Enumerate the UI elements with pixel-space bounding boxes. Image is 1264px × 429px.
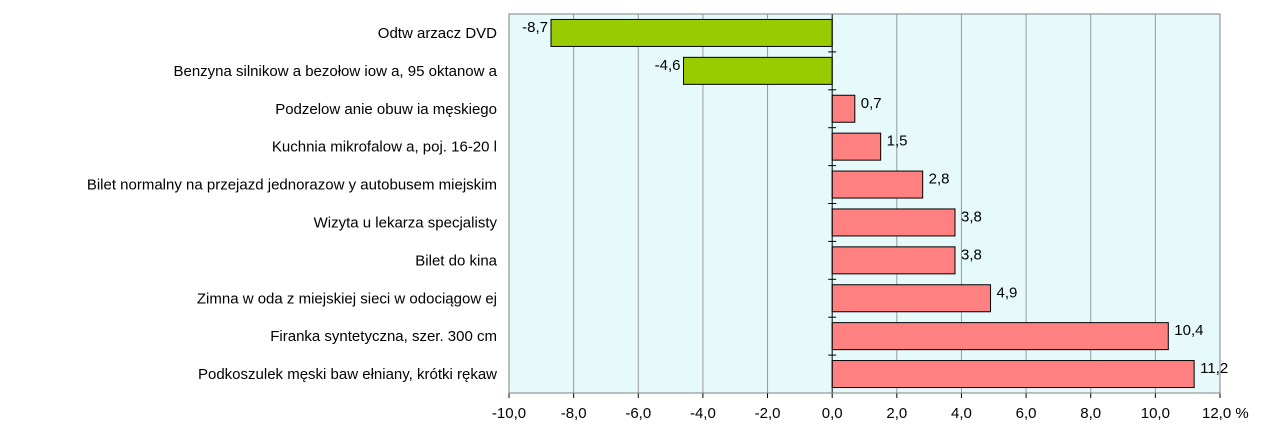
bar: [831, 170, 924, 199]
x-tick-label: -10,0: [492, 405, 526, 422]
data-label: 11,2: [1200, 360, 1228, 377]
bars: [550, 18, 1195, 389]
bar: [831, 94, 856, 123]
bar: [831, 322, 1169, 351]
category-label: Bilet do kina: [415, 252, 497, 269]
plot-border: [508, 13, 1221, 394]
bar: [831, 132, 882, 161]
category-label: Benzyna silnikow a bezołow iow a, 95 okt…: [173, 63, 497, 80]
x-tick-label: -8,0: [561, 405, 587, 422]
category-label: Zimna w oda z miejskiej sieci w odociągo…: [197, 290, 497, 307]
x-tick-label: 8,0: [1080, 405, 1101, 422]
bar: [550, 18, 833, 47]
data-label: 2,8: [929, 171, 950, 188]
category-label: Firanka syntetyczna, szer. 300 cm: [270, 328, 497, 345]
data-label: 4,9: [997, 284, 1018, 301]
bar: [831, 284, 992, 313]
category-label: Bilet normalny na przejazd jednorazow y …: [87, 177, 497, 194]
data-label: 10,4: [1174, 322, 1203, 339]
category-label: Podkoszulek męski baw ełniany, krótki rę…: [198, 366, 497, 383]
category-label: Kuchnia mikrofalow a, poj. 16-20 l: [272, 139, 497, 156]
x-tick-label: -2,0: [755, 405, 781, 422]
x-tick-labels: -10,0 -8,0 -6,0 -4,0 -2,0 0,0 2,0 4,0 6,0 8,0 10,0…: [492, 405, 1249, 422]
x-tick-label: 12,0 %: [1202, 405, 1249, 422]
x-tick-label: -4,0: [690, 405, 716, 422]
x-tick-label: -6,0: [625, 405, 651, 422]
data-label: 0,7: [861, 95, 882, 112]
category-label: Wizyta u lekarza specjalisty: [314, 214, 498, 231]
data-label: 1,5: [887, 133, 908, 150]
bar: [831, 208, 956, 237]
data-label: -4,6: [655, 57, 681, 74]
x-tick-label: 6,0: [1016, 405, 1037, 422]
data-label: -8,7: [522, 19, 548, 36]
x-tick-label: 10,0: [1141, 405, 1170, 422]
x-tick-label: 2,0: [886, 405, 907, 422]
x-tick-label: 0,0: [822, 405, 843, 422]
bar: [831, 360, 1195, 389]
category-label: Podzelow anie obuw ia męskiego: [275, 101, 497, 118]
category-label: Odtw arzacz DVD: [378, 25, 497, 42]
data-label: 3,8: [961, 208, 982, 225]
data-label: 3,8: [961, 246, 982, 263]
category-labels: Odtw arzacz DVD Benzyna silnikow a bezoło…: [87, 25, 498, 383]
bar: [831, 246, 956, 275]
x-tick-label: 4,0: [951, 405, 972, 422]
bar: [683, 56, 833, 85]
data-labels: -8,7 -4,6 0,7 1,5 2,8 3,8 3,8 4,9 10,4 11,2: [522, 19, 1228, 377]
